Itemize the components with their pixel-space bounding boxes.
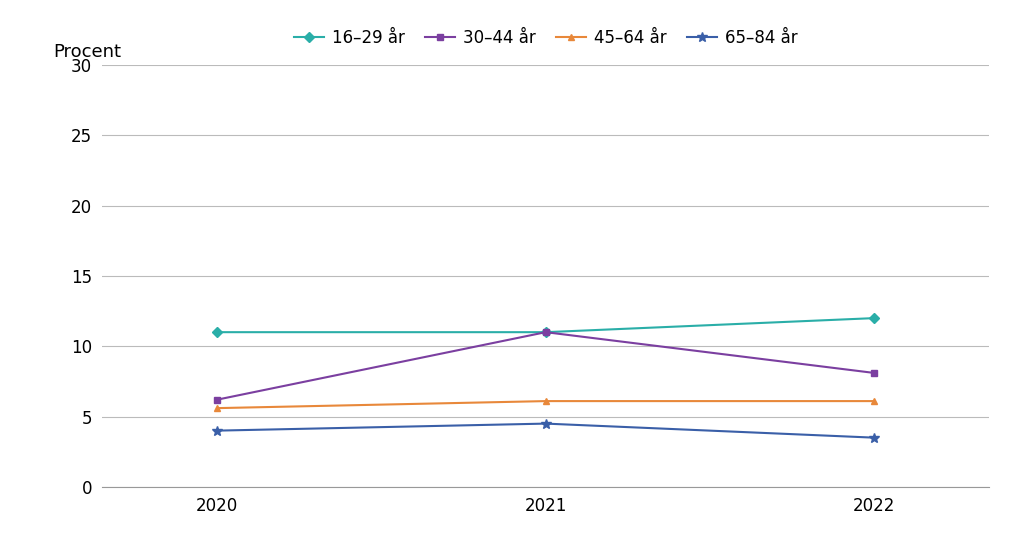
16–29 år	[539, 329, 551, 335]
30–44 år	[867, 370, 879, 376]
16–29 år	[211, 329, 223, 335]
45–64 år	[539, 398, 551, 404]
65–84 år	[211, 427, 223, 434]
65–84 år	[867, 434, 879, 441]
Legend: 16–29 år, 30–44 år, 45–64 år, 65–84 år: 16–29 år, 30–44 år, 45–64 år, 65–84 år	[286, 23, 804, 54]
Line: 16–29 år: 16–29 år	[213, 315, 877, 335]
30–44 år	[211, 397, 223, 403]
Text: Procent: Procent	[53, 43, 121, 61]
Line: 65–84 år: 65–84 år	[212, 419, 878, 443]
65–84 år	[539, 420, 551, 427]
30–44 år	[539, 329, 551, 335]
16–29 år	[867, 315, 879, 321]
Line: 45–64 år: 45–64 år	[213, 398, 877, 412]
45–64 år	[867, 398, 879, 404]
Line: 30–44 år: 30–44 år	[213, 329, 877, 403]
45–64 år	[211, 405, 223, 411]
